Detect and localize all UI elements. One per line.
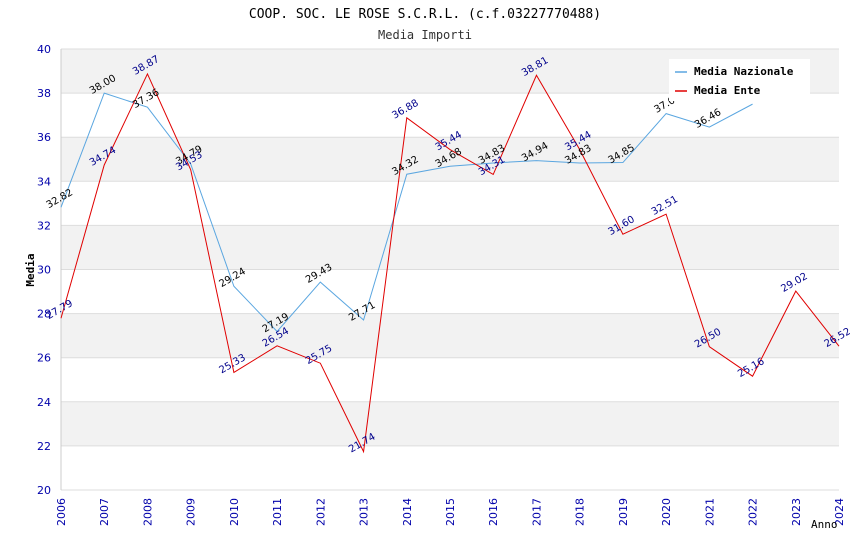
x-tick-label: 2006 <box>55 498 68 526</box>
plot-band <box>61 181 839 226</box>
plot-band <box>61 225 839 270</box>
plot-background-bands <box>61 49 839 490</box>
legend-label-nazionale: Media Nazionale <box>694 65 794 78</box>
plot-band <box>61 357 839 402</box>
chart-title: COOP. SOC. LE ROSE S.C.R.L. (c.f.0322777… <box>249 7 601 22</box>
y-tick-label: 20 <box>37 484 51 497</box>
plot-band <box>61 313 839 358</box>
plot-band <box>61 445 839 490</box>
x-tick-label: 2015 <box>444 498 457 526</box>
x-tick-label: 2013 <box>358 498 371 526</box>
x-tick-label: 2011 <box>271 498 284 526</box>
legend: Media Nazionale Media Ente <box>669 59 810 101</box>
series-line-nazionale <box>60 92 753 333</box>
y-tick-label: 40 <box>37 43 51 56</box>
x-tick-label: 2016 <box>487 498 500 526</box>
x-tick-label: 2012 <box>314 498 327 526</box>
x-tick-label: 2017 <box>530 498 543 526</box>
legend-label-ente: Media Ente <box>694 84 761 97</box>
x-tick-labels: 2006 2007 2008 2009 2010 2011 2012 2013 2014 2015… <box>55 498 846 526</box>
x-tick-label: 2008 <box>141 498 154 526</box>
x-tick-label: 2024 <box>833 498 846 526</box>
x-axis-label: Anno <box>811 518 838 531</box>
plot-band <box>61 269 839 314</box>
y-tick-label: 34 <box>37 175 51 188</box>
x-tick-label: 2023 <box>790 498 803 526</box>
series-lines <box>60 72 840 454</box>
series-line-ente <box>60 72 840 454</box>
grid-lines <box>61 48 839 491</box>
x-tick-label: 2014 <box>401 498 414 526</box>
plot-band <box>61 137 839 182</box>
y-tick-label: 38 <box>37 87 51 100</box>
y-tick-label: 36 <box>37 131 51 144</box>
x-tick-label: 2019 <box>617 498 630 526</box>
y-axis-label: Media <box>24 253 37 286</box>
y-tick-label: 24 <box>37 396 51 409</box>
y-tick-label: 30 <box>37 264 51 277</box>
x-tick-label: 2021 <box>703 498 716 526</box>
y-tick-label: 22 <box>37 440 51 453</box>
y-tick-label: 28 <box>37 308 51 321</box>
x-tick-label: 2007 <box>98 498 111 526</box>
plot-band <box>61 401 839 446</box>
x-tick-label: 2009 <box>185 498 198 526</box>
y-tick-label: 26 <box>37 352 51 365</box>
x-tick-label: 2018 <box>574 498 587 526</box>
x-tick-label: 2022 <box>747 498 760 526</box>
chart-subtitle: Media Importi <box>378 28 472 42</box>
legend-box <box>669 59 810 101</box>
x-tick-label: 2010 <box>228 498 241 526</box>
x-tick-label: 2020 <box>660 498 673 526</box>
y-tick-labels: 20 22 24 26 28 30 32 34 36 38 40 <box>37 43 51 497</box>
y-tick-label: 32 <box>37 219 51 232</box>
